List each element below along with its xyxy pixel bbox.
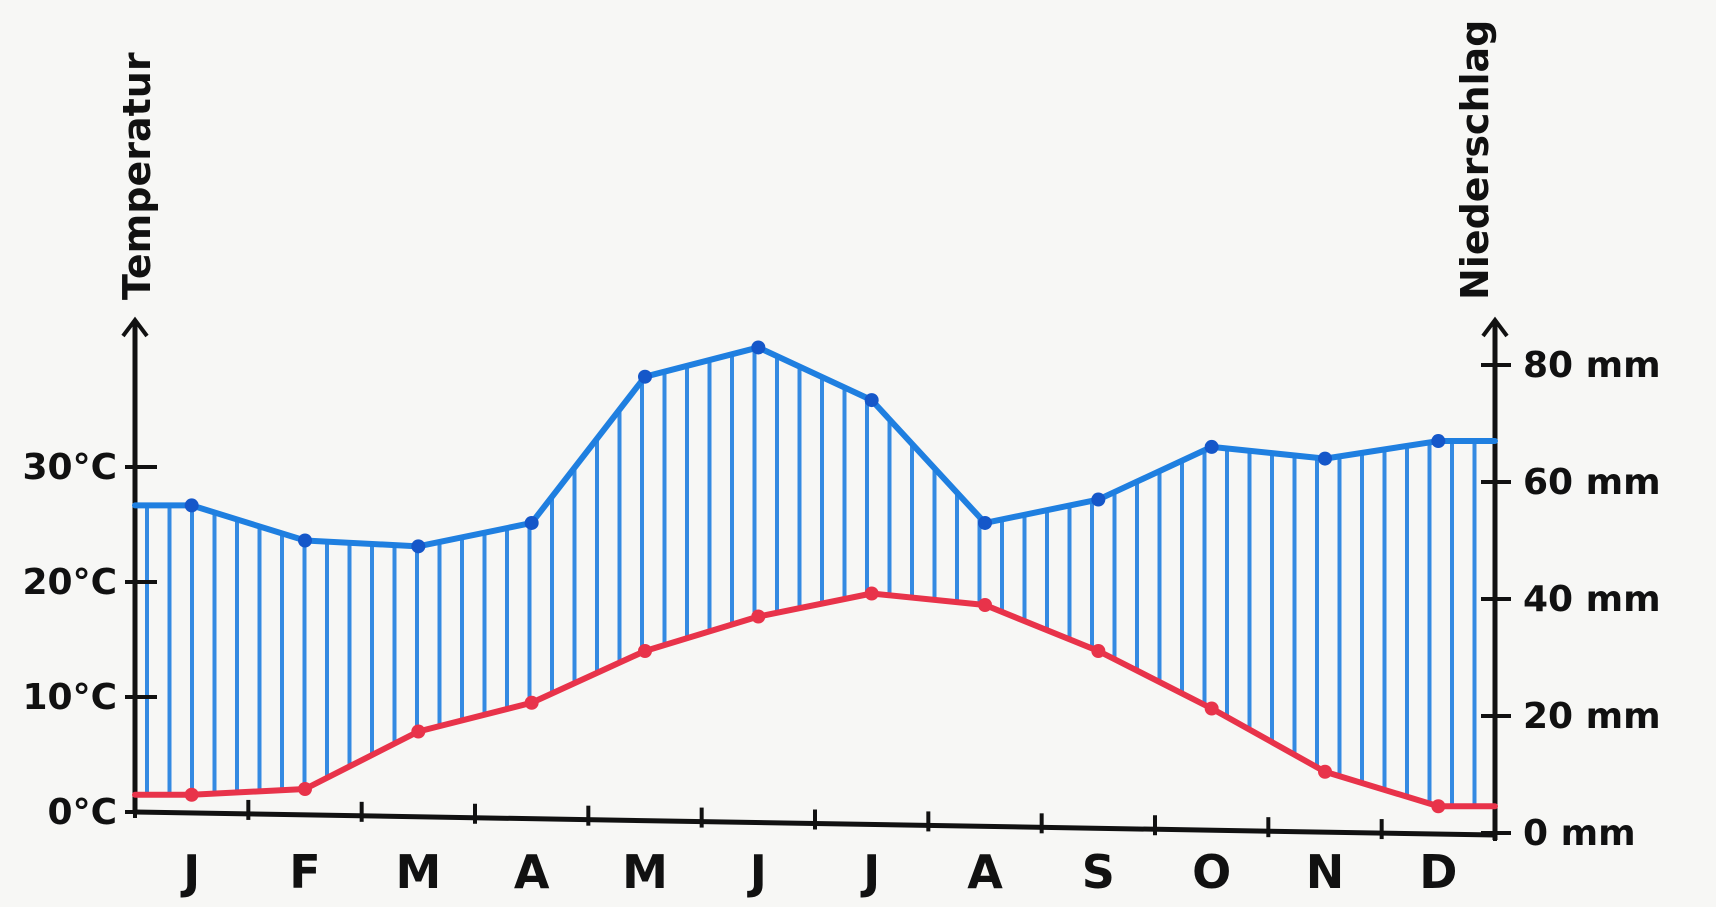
month-label: J: [180, 845, 200, 899]
precipitation-point: [638, 369, 652, 384]
month-label: J: [747, 845, 767, 899]
month-label: S: [1082, 845, 1115, 899]
precipitation-point: [524, 515, 539, 530]
left-axis-title: Temperatur: [115, 52, 159, 300]
temperature-point: [864, 586, 879, 601]
precipitation-point: [864, 393, 879, 408]
axes: [121, 316, 1511, 841]
right-tick-label: 80 mm: [1523, 345, 1661, 386]
tick-labels: 0°C 10°C 20°C 30°C 0 mm 20 mm 40 mm 60 mm 80 mm J…: [22, 345, 1660, 899]
month-label: J: [860, 845, 880, 899]
left-tick-label: 30°C: [22, 447, 117, 488]
precipitation-hatching: [145, 346, 1477, 809]
month-label: D: [1419, 845, 1457, 899]
right-tick-label: 40 mm: [1523, 579, 1661, 620]
temperature-point: [184, 787, 199, 802]
right-tick-label: 20 mm: [1523, 696, 1661, 737]
precipitation-point: [1431, 434, 1446, 449]
right-axis-arrow: [1481, 316, 1509, 338]
left-tick-label: 10°C: [22, 677, 117, 718]
temperature-point: [1091, 644, 1106, 658]
precipitation-point: [978, 515, 992, 530]
right-axis-title: Niederschlag: [1453, 20, 1497, 300]
left-axis-arrow: [121, 316, 149, 338]
precipitation-point: [298, 533, 312, 548]
precipitation-point: [411, 539, 426, 554]
series-group: [132, 340, 1498, 814]
precipitation-point: [1204, 439, 1219, 454]
precipitation-point: [184, 498, 199, 513]
temperature-point: [751, 609, 766, 624]
temperature-point: [1318, 764, 1332, 779]
month-label: M: [395, 845, 441, 899]
temperature-point: [1204, 701, 1219, 716]
temperature-point: [411, 724, 426, 739]
right-tick-label: 0 mm: [1523, 813, 1636, 854]
month-label: M: [622, 845, 668, 899]
precipitation-line: [132, 344, 1498, 550]
month-label: F: [289, 845, 320, 899]
precipitation-point: [751, 340, 766, 355]
month-label: A: [514, 845, 550, 899]
month-label: A: [967, 845, 1003, 899]
temperature-point: [978, 598, 992, 612]
temperature-point: [1431, 799, 1446, 814]
temperature-point: [638, 644, 652, 658]
precipitation-point: [1318, 451, 1332, 466]
right-tick-label: 60 mm: [1523, 462, 1661, 503]
left-tick-label: 20°C: [22, 562, 117, 603]
temperature-line: [132, 590, 1498, 810]
precipitation-point: [1091, 492, 1106, 507]
temperature-point: [524, 695, 539, 710]
month-label: O: [1192, 845, 1231, 899]
left-tick-label: 0°C: [48, 792, 117, 833]
temperature-point: [298, 782, 312, 796]
month-label: N: [1306, 845, 1345, 899]
